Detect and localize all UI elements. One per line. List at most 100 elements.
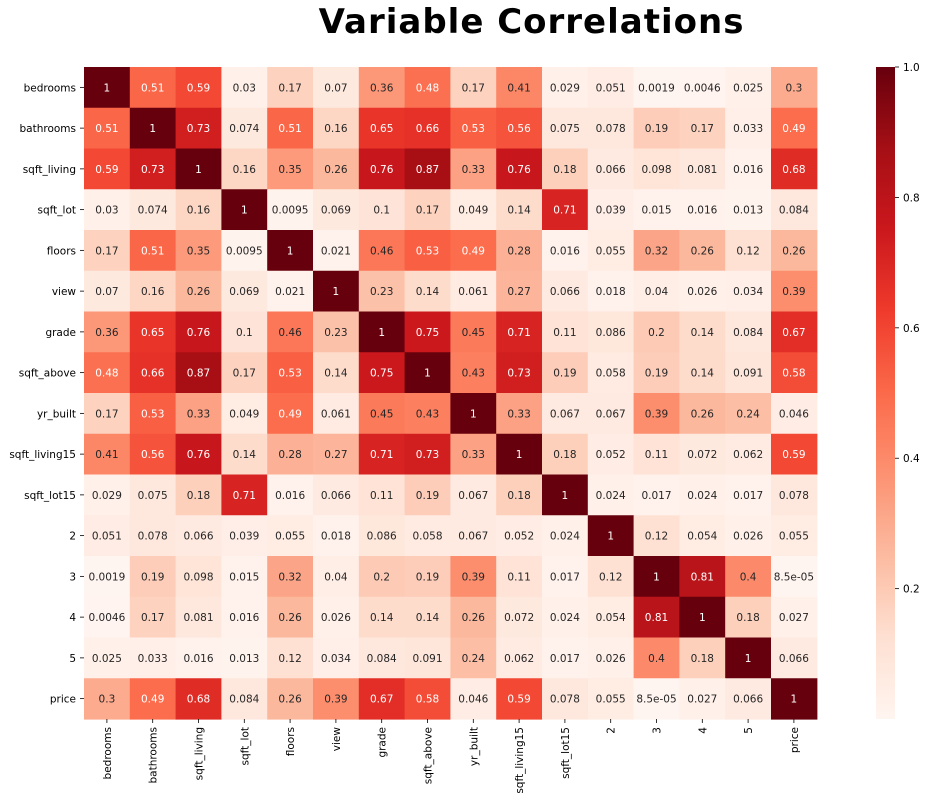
heatmap-cell xyxy=(221,596,268,639)
cell-value-label: 0.0046 xyxy=(89,612,126,624)
cell-value-label: 0.73 xyxy=(187,123,210,135)
x-tick-label: sqft_lot15 xyxy=(560,727,572,779)
heatmap-cell xyxy=(313,230,360,272)
cell-value-label: 0.026 xyxy=(596,653,626,665)
heatmap-cell xyxy=(84,311,131,353)
heatmap-cell xyxy=(542,474,589,516)
cell-value-label: 0.17 xyxy=(95,245,118,257)
heatmap-cell xyxy=(633,596,680,639)
y-tick-label: yr_built xyxy=(37,408,76,420)
cell-value-label: 1 xyxy=(333,286,340,298)
cell-value-label: 0.017 xyxy=(550,571,580,583)
heatmap-cell xyxy=(175,596,222,639)
heatmap-cell xyxy=(679,515,726,557)
heatmap-cell xyxy=(267,556,314,598)
cell-value-label: 0.18 xyxy=(691,653,714,665)
heatmap-cell xyxy=(221,270,268,313)
cell-value-label: 0.067 xyxy=(458,531,488,543)
cell-value-label: 0.049 xyxy=(458,205,488,217)
cell-value-label: 0.39 xyxy=(324,694,347,706)
heatmap-cell xyxy=(267,678,314,720)
heatmap-cell xyxy=(267,148,314,190)
heatmap-cell xyxy=(267,637,314,679)
cell-value-label: 0.3 xyxy=(786,82,803,94)
cell-value-label: 0.26 xyxy=(691,245,715,257)
cell-value-label: 0.084 xyxy=(779,205,809,217)
heatmap-cell xyxy=(175,556,222,598)
colorbar-tick-label: 1.0 xyxy=(903,62,920,74)
heatmap-cell xyxy=(679,230,726,272)
y-tick-label: 2 xyxy=(69,531,76,543)
heatmap-cell xyxy=(450,270,497,313)
cell-value-label: 0.039 xyxy=(229,531,259,543)
heatmap-cell xyxy=(450,678,497,720)
cell-value-label: 0.021 xyxy=(275,286,305,298)
x-tick-label: price xyxy=(789,727,801,753)
y-tick-label: bathrooms xyxy=(19,123,76,135)
heatmap-cell xyxy=(84,596,131,639)
cell-value-label: 0.3 xyxy=(99,694,116,706)
cell-value-label: 0.48 xyxy=(95,368,118,380)
cell-value-label: 0.074 xyxy=(229,123,259,135)
y-tick-label: grade xyxy=(45,327,76,339)
cell-value-label: 0.46 xyxy=(278,327,302,339)
cell-value-label: 0.76 xyxy=(507,164,531,176)
cell-value-label: 0.015 xyxy=(229,571,259,583)
heatmap-cell xyxy=(358,230,406,272)
cell-value-label: 0.51 xyxy=(95,123,118,135)
heatmap-cell xyxy=(725,148,772,190)
colorbar-tick-label: 0.6 xyxy=(903,323,920,335)
cell-value-label: 0.68 xyxy=(782,164,805,176)
heatmap-cell xyxy=(358,270,406,313)
heatmap-cell xyxy=(496,678,543,720)
heatmap-cell xyxy=(313,67,360,109)
heatmap-cell xyxy=(633,515,680,557)
heatmap-cell xyxy=(358,474,406,516)
x-tick-label: sqft_lot xyxy=(239,727,251,765)
cell-value-label: 0.016 xyxy=(229,612,259,624)
heatmap-cell xyxy=(221,474,268,516)
heatmap-cell xyxy=(496,515,543,557)
heatmap-cell xyxy=(221,637,268,679)
heatmap-cell xyxy=(175,107,222,150)
x-tick-labels: bedrooms bathrooms sqft_living sqft_lot floo… xyxy=(102,719,801,794)
heatmap-cell xyxy=(725,515,772,557)
y-tick-label: 3 xyxy=(69,571,76,583)
cell-value-label: 0.066 xyxy=(596,164,626,176)
heatmap-cell xyxy=(450,637,497,679)
heatmap-cell xyxy=(496,433,543,476)
cell-value-label: 0.2 xyxy=(648,327,665,339)
heatmap-cell xyxy=(175,311,222,353)
cell-value-label: 0.066 xyxy=(779,653,809,665)
heatmap-cell xyxy=(129,352,177,394)
cell-value-label: 0.051 xyxy=(596,82,626,94)
heatmap-cell xyxy=(404,678,451,720)
heatmap-cell xyxy=(84,148,131,190)
heatmap-cell xyxy=(221,311,268,353)
heatmap-cell xyxy=(267,107,314,150)
heatmap-cell xyxy=(450,515,497,557)
cell-value-label: 0.26 xyxy=(691,408,715,420)
heatmap-cell xyxy=(542,67,589,109)
cell-value-label: 0.33 xyxy=(187,408,210,420)
heatmap-cell xyxy=(129,637,177,679)
heatmap-cell xyxy=(358,189,406,231)
cell-value-label: 0.67 xyxy=(782,327,805,339)
heatmap-cell xyxy=(84,230,131,272)
heatmap-cell xyxy=(175,433,222,476)
heatmap-cell xyxy=(542,393,589,435)
cell-value-label: 0.11 xyxy=(507,571,530,583)
cell-value-label: 0.59 xyxy=(782,449,805,461)
heatmap-cell xyxy=(725,433,772,476)
heatmap-cell xyxy=(175,637,222,679)
cell-value-label: 0.091 xyxy=(733,368,763,380)
cell-value-label: 0.19 xyxy=(416,490,439,502)
cell-value-label: 0.052 xyxy=(596,449,626,461)
cell-value-label: 0.033 xyxy=(733,123,763,135)
heatmap-cell xyxy=(542,433,589,476)
cell-value-label: 0.04 xyxy=(324,571,348,583)
heatmap-cell xyxy=(84,474,131,516)
heatmap-cell xyxy=(358,637,406,679)
colorbar-tick-label: 0.2 xyxy=(903,584,920,596)
